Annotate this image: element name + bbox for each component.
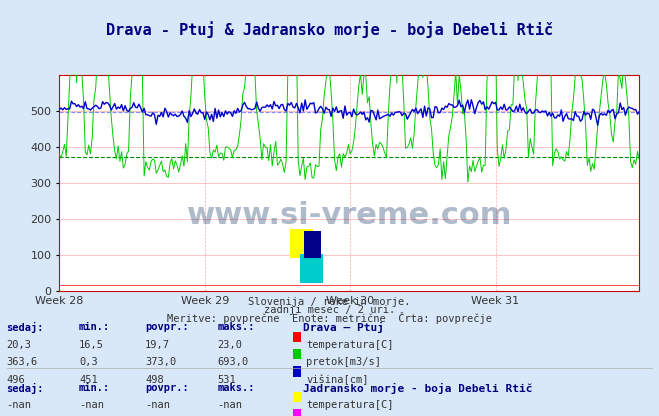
Text: 693,0: 693,0 xyxy=(217,357,248,367)
Text: 20,3: 20,3 xyxy=(7,340,32,350)
Text: sedaj:: sedaj: xyxy=(7,322,44,334)
Text: Slovenija / reke in morje.: Slovenija / reke in morje. xyxy=(248,297,411,307)
Text: Drava - Ptuj & Jadransko morje - boja Debeli Rtič: Drava - Ptuj & Jadransko morje - boja De… xyxy=(106,21,553,37)
Text: maks.:: maks.: xyxy=(217,322,255,332)
Text: zadnji mesec / 2 uri.: zadnji mesec / 2 uri. xyxy=(264,305,395,314)
Text: pretok[m3/s]: pretok[m3/s] xyxy=(306,357,382,367)
Text: temperatura[C]: temperatura[C] xyxy=(306,400,394,410)
Text: Meritve: povprečne  Enote: metrične  Črta: povprečje: Meritve: povprečne Enote: metrične Črta:… xyxy=(167,312,492,324)
Text: Drava – Ptuj: Drava – Ptuj xyxy=(303,322,384,334)
Text: www.si-vreme.com: www.si-vreme.com xyxy=(186,201,512,230)
Text: 498: 498 xyxy=(145,375,163,385)
Text: -nan: -nan xyxy=(217,400,243,410)
Text: Jadransko morje - boja Debeli Rtič: Jadransko morje - boja Debeli Rtič xyxy=(303,383,532,394)
Text: povpr.:: povpr.: xyxy=(145,383,188,393)
Text: -nan: -nan xyxy=(7,400,32,410)
Text: 19,7: 19,7 xyxy=(145,340,170,350)
Text: povpr.:: povpr.: xyxy=(145,322,188,332)
Text: -nan: -nan xyxy=(145,400,170,410)
Text: 451: 451 xyxy=(79,375,98,385)
Text: -nan: -nan xyxy=(79,400,104,410)
Text: 0,3: 0,3 xyxy=(79,357,98,367)
Text: 373,0: 373,0 xyxy=(145,357,176,367)
Text: 363,6: 363,6 xyxy=(7,357,38,367)
Text: maks.:: maks.: xyxy=(217,383,255,393)
Text: min.:: min.: xyxy=(79,383,110,393)
Text: 531: 531 xyxy=(217,375,236,385)
Text: 23,0: 23,0 xyxy=(217,340,243,350)
Text: min.:: min.: xyxy=(79,322,110,332)
Text: 496: 496 xyxy=(7,375,25,385)
Text: 16,5: 16,5 xyxy=(79,340,104,350)
Text: temperatura[C]: temperatura[C] xyxy=(306,340,394,350)
Text: višina[cm]: višina[cm] xyxy=(306,375,369,385)
Text: sedaj:: sedaj: xyxy=(7,383,44,394)
